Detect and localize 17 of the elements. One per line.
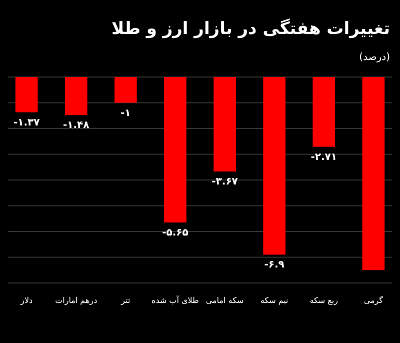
data-label: -۳.۶۷ xyxy=(212,176,238,188)
data-label: -۶.۹ xyxy=(264,260,284,271)
data-label: -۱ xyxy=(120,108,131,119)
data-label: -۱.۳۷ xyxy=(13,117,40,128)
x-tick-label: تتر xyxy=(120,296,130,305)
x-tick-label: ربع سکه xyxy=(310,296,338,305)
x-tick-label: دلار xyxy=(20,296,34,305)
x-tick-label: طلای آب شده xyxy=(152,295,199,305)
x-tick-label: گرمی xyxy=(364,295,384,305)
x-tick-label: سکه امامی xyxy=(206,296,244,305)
chart-subtitle: (درصد) xyxy=(359,52,390,63)
x-tick-label: درهم امارات xyxy=(55,296,98,305)
x-tick-label: نیم سکه xyxy=(260,296,288,305)
chart-title: تغییرات هفتگی در بازار ارز و طلا xyxy=(112,18,390,39)
data-label: -۲.۷۱ xyxy=(310,152,338,163)
data-label: -۵.۶۵ xyxy=(162,227,188,238)
data-label: -۱.۴۸ xyxy=(62,120,90,132)
